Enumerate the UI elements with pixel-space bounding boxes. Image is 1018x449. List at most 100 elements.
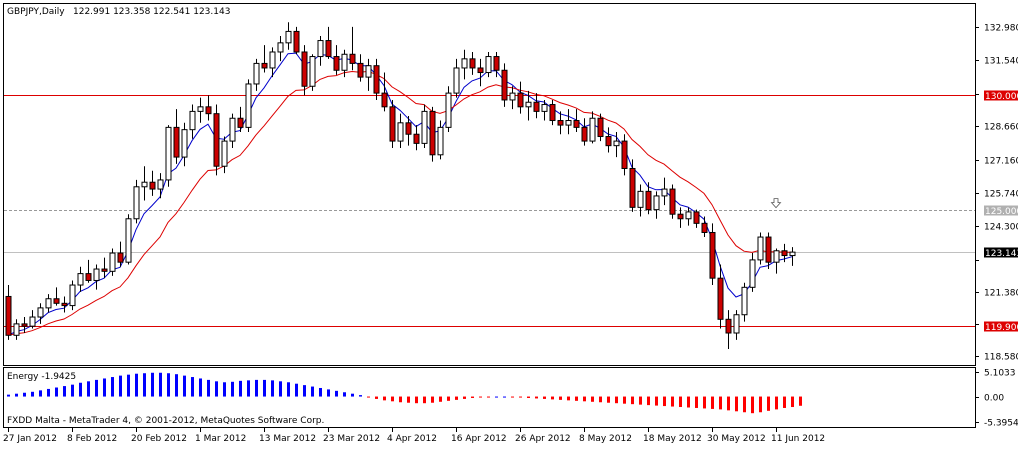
energy-bar	[199, 378, 202, 397]
time-tick-label: 30 May 2012	[707, 434, 766, 444]
bull-candle	[165, 126, 172, 181]
bull-candle	[437, 126, 444, 156]
bull-candle	[197, 106, 204, 112]
bear-candle	[349, 53, 356, 64]
bull-candle	[13, 323, 20, 336]
energy-bar	[239, 380, 242, 397]
price-tick-label: 131.540	[984, 57, 1018, 67]
bull-candle	[637, 190, 644, 208]
bear-candle	[213, 113, 220, 167]
price-tick-label: 124.300	[984, 223, 1018, 233]
energy-bar	[631, 396, 634, 405]
bull-candle	[789, 251, 796, 257]
bear-candle	[533, 101, 540, 112]
energy-bar	[647, 396, 650, 406]
energy-bar	[751, 396, 754, 414]
time-tick-label: 11 Jun 2012	[771, 434, 825, 444]
bear-candle	[21, 323, 28, 327]
bear-candle	[381, 92, 388, 108]
energy-bar	[71, 384, 74, 397]
time-tick-label: 18 May 2012	[643, 434, 702, 444]
price-tick-label: 121.380	[984, 289, 1018, 299]
bull-candle	[221, 140, 228, 167]
energy-bar	[431, 396, 434, 403]
bear-candle	[701, 222, 708, 233]
bull-candle	[341, 53, 348, 71]
bear-candle	[117, 252, 124, 263]
bear-candle	[725, 318, 732, 334]
energy-bar	[287, 382, 290, 397]
energy-bar	[767, 396, 770, 411]
bear-candle	[477, 67, 484, 74]
energy-bar	[7, 394, 10, 397]
bull-candle	[365, 65, 372, 78]
energy-bar	[511, 396, 514, 398]
energy-bar	[79, 382, 82, 397]
energy-bar	[327, 389, 330, 397]
energy-bar	[639, 396, 642, 405]
energy-bar	[47, 388, 50, 397]
bear-candle	[717, 277, 724, 320]
bear-candle	[101, 268, 108, 272]
bear-candle	[53, 298, 60, 304]
bull-candle	[181, 129, 188, 158]
bull-candle	[509, 92, 516, 101]
bull-candle	[397, 122, 404, 142]
time-tick-label: 16 Apr 2012	[451, 434, 507, 444]
bear-candle	[373, 65, 380, 94]
energy-bar	[295, 383, 298, 397]
energy-bar	[663, 396, 666, 407]
energy-bar	[255, 379, 258, 397]
energy-bar	[359, 395, 362, 397]
price-tick-label: 132.980	[984, 24, 1018, 34]
time-tick-label: 8 May 2012	[579, 434, 632, 444]
energy-bar	[103, 378, 106, 397]
bull-candle	[77, 273, 84, 286]
energy-bar	[407, 396, 410, 403]
energy-bar	[119, 375, 122, 397]
bull-candle	[317, 40, 324, 58]
bull-candle	[157, 179, 164, 190]
bear-candle	[493, 56, 500, 71]
bull-candle	[69, 284, 76, 307]
energy-bar	[703, 396, 706, 409]
time-tick-label: 13 Mar 2012	[259, 434, 316, 444]
energy-bar	[655, 396, 658, 406]
bull-candle	[613, 140, 620, 147]
energy-bar	[31, 391, 34, 397]
down-arrow-icon	[770, 198, 782, 209]
fast-ma-line	[7, 52, 793, 336]
symbol-label: GBPJPY,Daily	[7, 7, 65, 17]
price-tick-label: 128.660	[984, 123, 1018, 133]
bull-candle	[757, 236, 764, 261]
energy-bar	[567, 396, 570, 401]
bear-candle	[325, 40, 332, 58]
energy-bar	[247, 380, 250, 397]
energy-bar	[159, 372, 162, 397]
bull-candle	[661, 188, 668, 197]
bear-candle	[293, 30, 300, 53]
bull-candle	[245, 83, 252, 128]
energy-bar	[615, 396, 618, 404]
energy-bar	[279, 381, 282, 397]
bear-candle	[389, 106, 396, 142]
energy-bar	[63, 386, 66, 397]
energy-bar	[743, 396, 746, 413]
energy-bar	[791, 396, 794, 408]
bull-candle	[253, 62, 260, 85]
energy-bar	[175, 374, 178, 397]
energy-bar	[543, 396, 546, 399]
bear-candle	[629, 168, 636, 208]
ohlc-label: 122.991 123.358 122.541 123.143	[73, 7, 230, 17]
energy-bar	[535, 396, 538, 399]
energy-bar	[463, 396, 466, 399]
energy-bar	[487, 396, 490, 398]
energy-bar	[455, 396, 458, 400]
energy-bar	[55, 387, 58, 397]
energy-bar	[311, 386, 314, 397]
bear-candle	[621, 140, 628, 170]
energy-tick-label: 0.00	[984, 394, 1004, 404]
energy-bar	[591, 396, 594, 402]
bull-candle	[37, 307, 44, 318]
energy-bar	[607, 396, 610, 403]
